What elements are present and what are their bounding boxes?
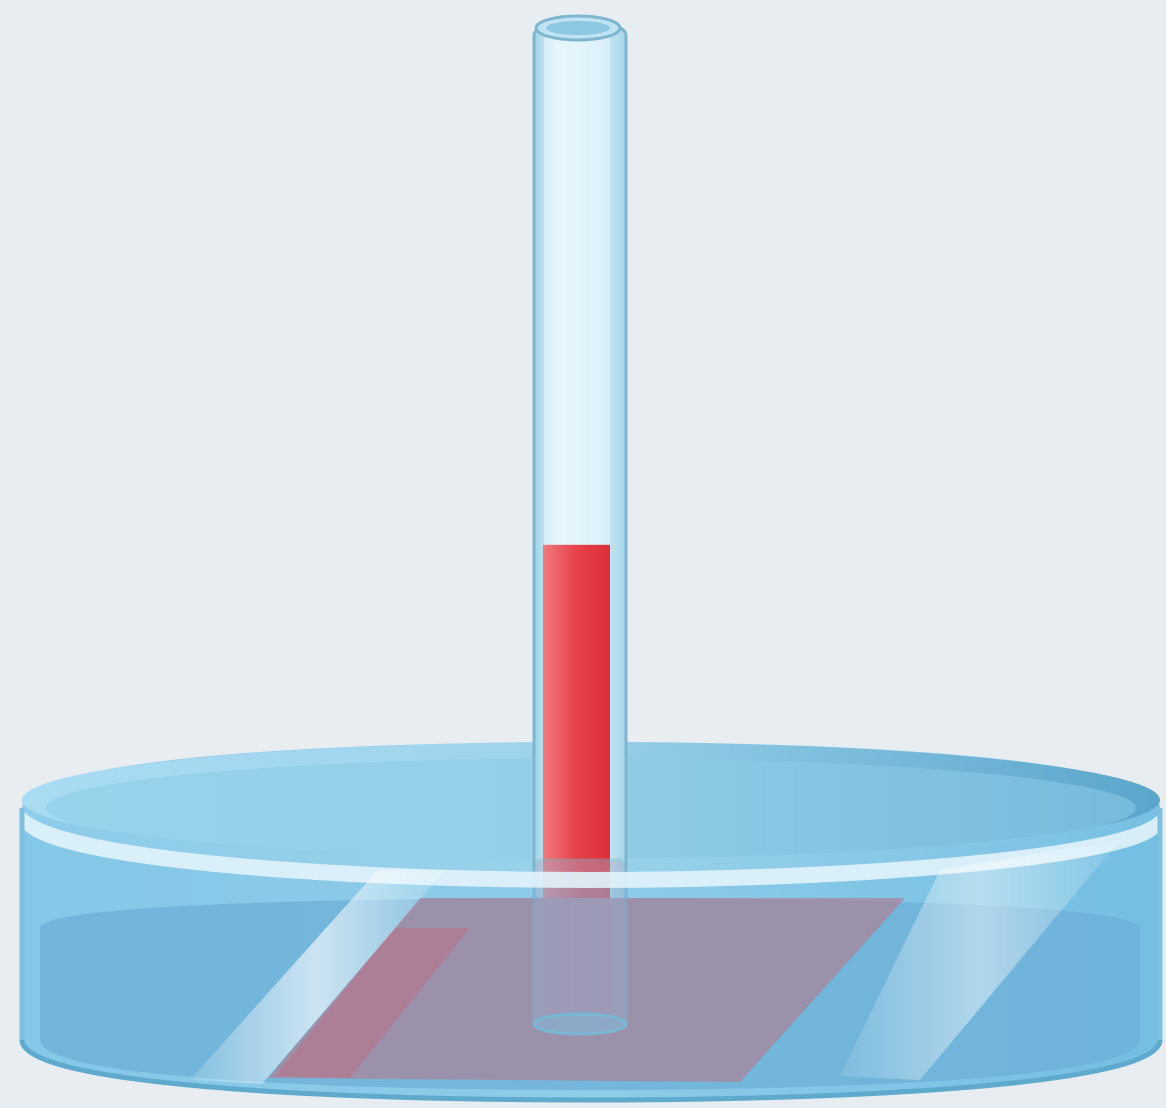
red-tint-strip (275, 928, 470, 1078)
dish-bottom-edge (19, 1039, 1163, 1103)
dish-front (19, 808, 1163, 1103)
tube-top-inner (546, 21, 610, 35)
tube-bottom-opening (532, 1012, 628, 1036)
dish-front-rim-highlight (22, 808, 1160, 888)
glass-shine-left (190, 870, 445, 1084)
glass-shine-right (840, 840, 1120, 1080)
